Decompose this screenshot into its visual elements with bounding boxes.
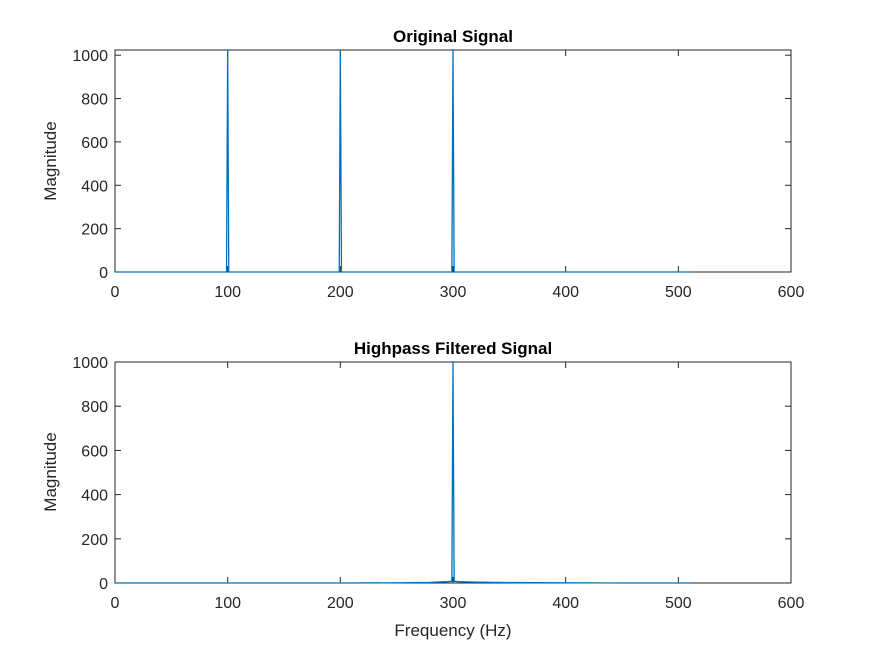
y-tick-label: 600 xyxy=(81,135,108,152)
x-tick-label: 100 xyxy=(214,595,241,612)
y-tick-label: 200 xyxy=(81,532,108,549)
y-tick-label: 400 xyxy=(81,488,108,505)
y-axis-label: Magnitude xyxy=(41,121,60,200)
x-tick-label: 400 xyxy=(552,595,579,612)
chart-title: Highpass Filtered Signal xyxy=(354,339,552,358)
x-tick-label: 0 xyxy=(111,595,120,612)
y-axis-label: Magnitude xyxy=(41,432,60,511)
y-tick-label: 600 xyxy=(81,443,108,460)
x-tick-label: 200 xyxy=(327,595,354,612)
tick-group: 0 100 200 300 400 500 600 0 200 400 600 800 1000 xyxy=(72,48,804,301)
x-tick-label: 500 xyxy=(665,595,692,612)
x-tick-label: 400 xyxy=(552,284,579,301)
x-tick-label: 500 xyxy=(665,284,692,301)
y-tick-label: 1000 xyxy=(72,48,108,65)
y-tick-label: 800 xyxy=(81,92,108,109)
series-line xyxy=(115,49,692,273)
x-axis-label: Frequency (Hz) xyxy=(394,621,511,640)
x-tick-label: 600 xyxy=(778,595,805,612)
y-tick-label: 200 xyxy=(81,222,108,239)
tick-group: 0 100 200 300 400 500 600 0 200 400 600 800 1000 xyxy=(72,355,804,612)
x-tick-label: 600 xyxy=(778,284,805,301)
chart-title: Original Signal xyxy=(393,27,513,46)
y-tick-label: 1000 xyxy=(72,355,108,372)
y-tick-label: 800 xyxy=(81,399,108,416)
original-signal-axes: 0 100 200 300 400 500 600 0 200 400 600 800 1000 Ori… xyxy=(41,27,804,301)
x-tick-label: 100 xyxy=(214,284,241,301)
series-line xyxy=(115,361,692,584)
highpass-filtered-signal-axes: 0 100 200 300 400 500 600 0 200 400 600 800 1000 Hig… xyxy=(41,339,804,640)
x-tick-label: 0 xyxy=(111,284,120,301)
x-tick-label: 300 xyxy=(440,595,467,612)
y-tick-label: 0 xyxy=(99,576,108,593)
x-tick-label: 300 xyxy=(440,284,467,301)
y-tick-label: 0 xyxy=(99,265,108,282)
y-tick-label: 400 xyxy=(81,178,108,195)
x-tick-label: 200 xyxy=(327,284,354,301)
